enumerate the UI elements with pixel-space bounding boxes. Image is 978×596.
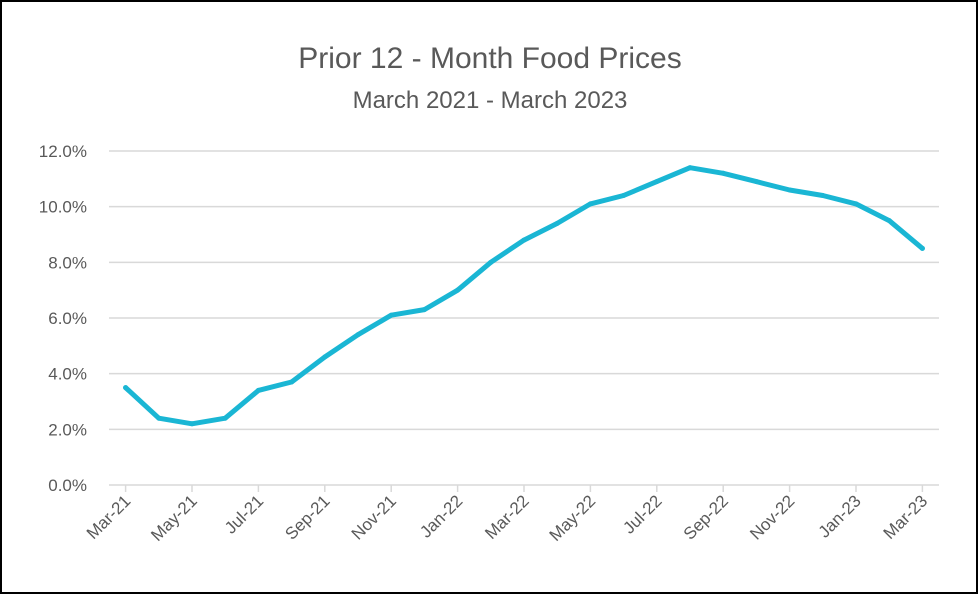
x-tick-label: Nov-22 xyxy=(746,491,798,543)
x-tick-label: Jan-22 xyxy=(416,491,466,541)
data-point xyxy=(521,237,527,243)
x-tick-label: Jul-22 xyxy=(619,491,665,537)
chart-subtitle: March 2021 - March 2023 xyxy=(353,87,628,114)
y-tick-label: 2.0% xyxy=(48,420,87,439)
data-point xyxy=(787,187,793,193)
x-tick-label: Jan-23 xyxy=(815,491,865,541)
data-point xyxy=(587,201,593,207)
y-tick-label: 8.0% xyxy=(48,253,87,272)
series-layer xyxy=(123,165,925,427)
data-point xyxy=(123,385,129,391)
data-point xyxy=(355,332,361,338)
x-tick-label: Mar-23 xyxy=(880,491,932,543)
gridlines xyxy=(109,150,939,431)
data-point xyxy=(156,415,162,421)
data-point xyxy=(455,287,461,293)
y-tick-label: 0.0% xyxy=(48,476,87,495)
data-point xyxy=(753,179,759,185)
chart-title: Prior 12 - Month Food Prices xyxy=(298,42,681,75)
data-point xyxy=(621,193,627,199)
data-point xyxy=(654,179,660,185)
y-tick-label: 4.0% xyxy=(48,365,87,384)
data-point xyxy=(289,379,295,385)
data-point xyxy=(720,170,726,176)
data-point xyxy=(222,415,228,421)
x-tick-label: May-21 xyxy=(147,491,201,545)
x-tick-label: May-22 xyxy=(546,491,600,545)
x-tick-label: Nov-21 xyxy=(348,491,400,543)
x-tick-label: Sep-21 xyxy=(281,491,333,543)
data-point xyxy=(488,259,494,265)
x-tick-label: Sep-22 xyxy=(680,491,732,543)
y-tick-label: 10.0% xyxy=(39,198,87,217)
x-tick-label: Mar-22 xyxy=(481,491,533,543)
data-point xyxy=(189,421,195,427)
data-point xyxy=(554,220,560,226)
x-tick-label: Jul-21 xyxy=(221,491,267,537)
data-point xyxy=(255,387,261,393)
y-tick-label: 12.0% xyxy=(39,142,87,161)
x-axis: Mar-21 May-21 Jul-21 Sep-21 Nov-21 Jan-22 Mar-… xyxy=(83,484,939,545)
y-tick-label: 6.0% xyxy=(48,309,87,328)
data-point xyxy=(421,307,427,313)
data-point xyxy=(853,201,859,207)
x-tick-label: Mar-21 xyxy=(83,491,135,543)
data-point xyxy=(322,354,328,360)
data-point xyxy=(820,193,826,199)
y-axis: 0.0% 2.0% 4.0% 6.0% 8.0% 10.0% 12.0% xyxy=(39,142,87,495)
data-point xyxy=(687,165,693,171)
data-point xyxy=(919,245,925,251)
data-point xyxy=(388,312,394,318)
data-point xyxy=(886,218,892,224)
